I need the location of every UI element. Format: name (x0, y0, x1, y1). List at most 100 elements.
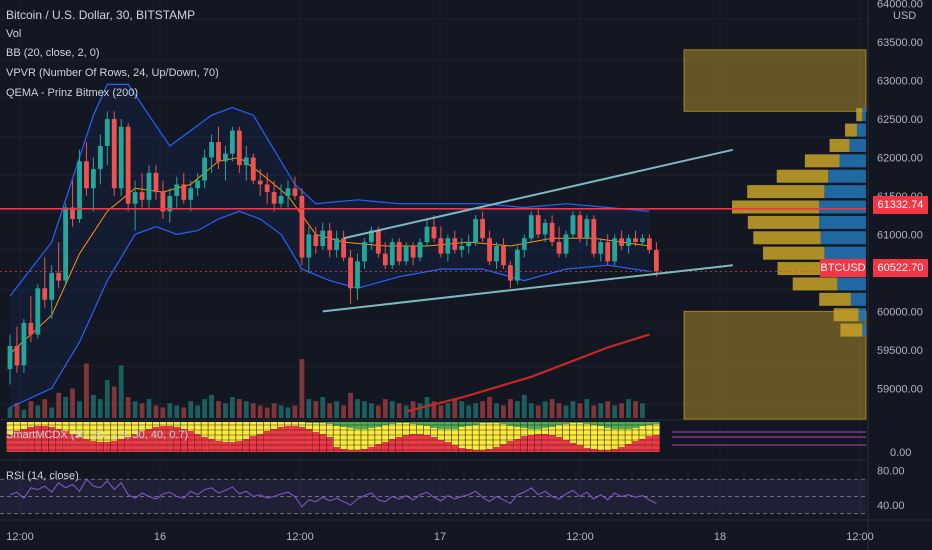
time-axis-tick: 12:00 (846, 531, 874, 543)
candle-body (521, 238, 527, 250)
volume-bar (334, 401, 340, 418)
mcdx-banker-bar (368, 447, 375, 452)
volume-bar (396, 403, 402, 418)
mcdx-retail-bar (229, 422, 236, 452)
volume-profile (683, 49, 867, 420)
candle-body (77, 161, 82, 220)
vpvr-row-up (845, 123, 857, 137)
mcdx-banker-bar (152, 427, 160, 452)
mcdx-banker-bar (347, 450, 354, 452)
symbol-tag: BTCUSD (820, 259, 866, 277)
mcdx-banker-bar (312, 432, 319, 452)
mcdx-hot-bar (444, 422, 452, 429)
candle-body (535, 215, 541, 235)
vpvr-row-down (858, 308, 866, 322)
volume-bar (549, 399, 555, 418)
vpvr-row-up (856, 108, 863, 122)
candle-body (445, 238, 451, 254)
mcdx-banker-bar (576, 445, 584, 452)
mcdx-banker-bar (625, 444, 632, 452)
candle-body (292, 188, 298, 196)
indicator-label-vpvr[interactable]: VPVR (Number Of Rows, 24, Up/Down, 70) (6, 67, 219, 79)
indicator-label-qema[interactable]: QEMA - Prinz Bitmex (200) (6, 87, 139, 99)
horizontal-line-price-tag: 61332.74 (873, 196, 928, 214)
candle-body (56, 272, 62, 281)
volume-bar (230, 397, 235, 418)
candle-body (167, 195, 173, 212)
volume-bar (556, 403, 562, 418)
qema-line (405, 333, 650, 413)
volume-bar (118, 365, 124, 418)
mcdx-retail-bar (354, 422, 361, 452)
candle-body (111, 119, 117, 189)
vpvr-row-up (747, 215, 820, 229)
candle-body (647, 238, 652, 250)
mcdx-banker-bar (27, 427, 35, 452)
mcdx-retail-bar (611, 422, 618, 452)
candle-body (480, 219, 485, 239)
candle-body (21, 322, 27, 366)
time-axis-tick: 12:00 (286, 531, 314, 543)
indicator-label-rsi[interactable]: RSI (14, close) (6, 470, 79, 482)
time-axis-tick: 16 (154, 531, 166, 543)
candle-body (7, 345, 13, 370)
mcdx-banker-bar (604, 450, 611, 452)
volume-bar (271, 403, 277, 418)
mcdx-retail-bar (583, 422, 591, 452)
mcdx-banker-bar (555, 437, 563, 452)
candle-body (223, 153, 228, 162)
mcdx-hot-bar (340, 422, 347, 427)
candle-body (327, 230, 333, 250)
volume-bar (626, 399, 631, 418)
candle-body (125, 126, 131, 204)
volume-bar (362, 401, 367, 418)
mcdx-hot-bar (653, 422, 660, 424)
mcdx-retail-bar (444, 422, 452, 452)
candle-body (473, 219, 479, 243)
symbol-title[interactable]: Bitcoin / U.S. Dollar, 30, BITSTAMP (6, 8, 196, 22)
mcdx-hot-bar (514, 422, 521, 427)
mcdx-hot-bar (625, 422, 632, 429)
volume-bar (160, 407, 166, 418)
mcdx-hot-bar (409, 422, 417, 424)
candle-body (320, 230, 326, 246)
mcdx-hot-bar (451, 422, 458, 429)
volume-bar (542, 401, 548, 418)
vpvr-row-up (833, 308, 859, 322)
candle-body (139, 192, 145, 200)
mcdx-banker-bar (166, 426, 174, 452)
candle-body (549, 222, 555, 243)
indicator-label-vol[interactable]: Vol (6, 28, 22, 40)
mcdx-retail-bar (208, 422, 215, 452)
last-price-tag: 60522.70 (873, 259, 928, 277)
mcdx-retail-bar (597, 422, 604, 452)
volume-bar (292, 405, 298, 418)
vpvr-row-up (777, 262, 832, 276)
mcdx-hot-bar (333, 422, 340, 426)
volume-bar (91, 394, 96, 418)
axes: 64000.00 63500.00 63000.00 62500.00 62000.00… (6, 0, 923, 543)
candle-body (375, 230, 381, 254)
mcdx-hot-bar (493, 422, 500, 423)
volume-bar (243, 401, 249, 418)
price-axis-tick: 60000.00 (877, 306, 923, 318)
vpvr-row-down (839, 154, 866, 168)
volume-bar (563, 405, 569, 418)
mcdx-banker-bar (34, 426, 41, 452)
value-area-box (683, 49, 867, 112)
volume-bar (535, 405, 541, 418)
mcdx-retail-bar (97, 422, 104, 452)
trendline (322, 264, 733, 313)
volume-bar (605, 401, 611, 418)
volume-bar (97, 399, 103, 418)
indicator-label-bb[interactable]: BB (20, close, 2, 0) (6, 47, 100, 59)
mcdx-banker-bar (319, 434, 326, 452)
indicator-label-smartmcdx[interactable]: SmartMCDX (50, 50, 1.5, 30, 40, 0.7) (6, 429, 189, 441)
vpvr-row-up (829, 138, 850, 152)
candle-body (202, 157, 207, 181)
vpvr-row-down (856, 123, 866, 137)
mcdx-hot-bar (458, 422, 465, 427)
mcdx-banker-bar (97, 442, 104, 452)
mcdx-hot-bar (382, 422, 389, 425)
